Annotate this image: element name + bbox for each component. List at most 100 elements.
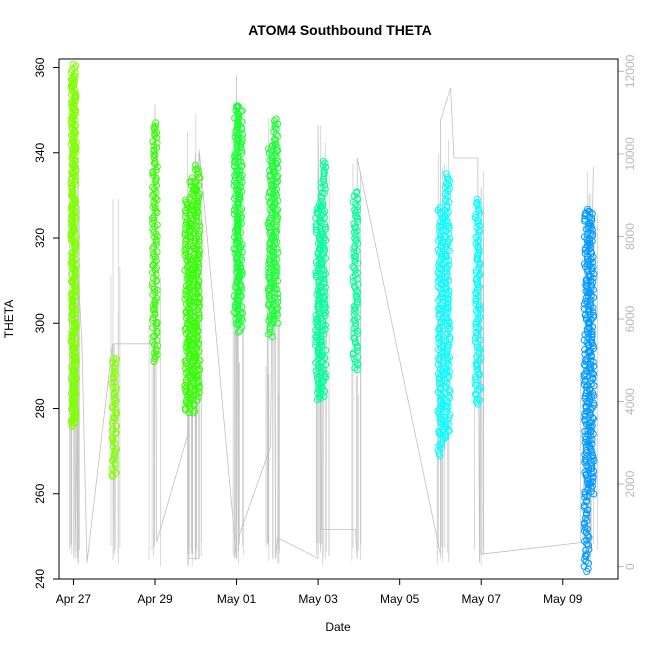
data-point (237, 212, 245, 220)
data-point (472, 295, 480, 303)
data-point (314, 389, 322, 397)
data-point (273, 160, 281, 168)
data-point (588, 422, 596, 430)
data-point (68, 422, 76, 429)
data-point (234, 119, 242, 127)
data-point (149, 138, 157, 145)
data-point (238, 107, 246, 115)
data-point (349, 273, 357, 281)
data-point (473, 281, 481, 289)
data-point (236, 327, 244, 334)
data-point (271, 236, 279, 244)
data-point (583, 568, 591, 575)
data-point (194, 209, 202, 217)
data-point (265, 218, 273, 226)
data-point (153, 319, 161, 326)
data-point (192, 351, 200, 359)
data-point (349, 263, 357, 270)
data-point (195, 264, 203, 272)
y-tick-label: 260 (33, 483, 47, 503)
data-point (270, 232, 278, 240)
data-point (587, 366, 595, 374)
data-point (151, 355, 159, 363)
data-point (444, 330, 452, 337)
data-point (316, 284, 324, 292)
data-point (473, 195, 481, 203)
data-point (580, 527, 588, 535)
data-point (350, 306, 358, 314)
data-point (70, 393, 78, 401)
data-point (234, 328, 242, 336)
data-point (585, 476, 592, 484)
data-point (320, 266, 328, 274)
data-point (70, 222, 77, 230)
data-point (588, 462, 596, 469)
data-point (350, 355, 358, 362)
data-point (69, 226, 77, 234)
data-point (436, 414, 444, 422)
data-point (109, 473, 117, 480)
x-tick-label: May 05 (380, 592, 420, 606)
data-point (321, 223, 329, 231)
data-point (581, 490, 589, 498)
data-point (149, 314, 157, 322)
data-point (474, 202, 482, 210)
data-point (237, 283, 245, 291)
data-point (317, 217, 325, 225)
data-point (317, 380, 325, 388)
data-point (318, 260, 326, 268)
data-point (186, 193, 194, 201)
chart-title: ATOM4 Southbound THETA (248, 22, 432, 38)
data-point (196, 174, 204, 182)
data-point (68, 302, 76, 310)
data-point (474, 400, 482, 408)
data-point (590, 370, 598, 378)
data-point (71, 377, 79, 385)
data-point (149, 301, 157, 309)
data-point (588, 328, 596, 336)
data-point (585, 545, 593, 553)
data-point (585, 398, 593, 406)
data-point (71, 203, 79, 211)
data-point (108, 427, 116, 435)
data-point (445, 291, 452, 299)
data-point (72, 357, 80, 365)
data-point (72, 375, 80, 383)
data-point (273, 238, 281, 246)
data-point (434, 283, 442, 291)
data-point (194, 393, 202, 401)
data-point (152, 194, 159, 202)
data-point (473, 279, 481, 286)
data-point (588, 333, 596, 341)
data-point (589, 304, 597, 312)
x-tick-label: May 01 (217, 592, 257, 606)
data-point (444, 173, 452, 181)
data-point (69, 217, 76, 225)
data-point (272, 180, 280, 188)
data-point (585, 305, 593, 313)
data-point (320, 392, 328, 400)
data-series-2 (149, 119, 204, 417)
data-point (437, 223, 445, 231)
data-point (352, 237, 360, 245)
secondary-series-layer (69, 75, 598, 567)
data-point (590, 490, 598, 498)
data-point (443, 269, 451, 277)
data-point (274, 294, 282, 302)
data-points-layer (67, 60, 598, 575)
data-point (186, 219, 194, 227)
data-point (271, 136, 279, 144)
data-point (195, 194, 203, 202)
data-point (266, 328, 274, 336)
data-point (442, 306, 450, 314)
data-point (239, 131, 246, 139)
data-point (354, 259, 362, 267)
data-point (581, 493, 589, 501)
data-point (272, 301, 280, 309)
data-point (439, 299, 447, 307)
data-point (313, 315, 320, 323)
data-point (318, 390, 326, 398)
data-point (183, 275, 191, 283)
data-point (193, 222, 200, 230)
data-point (187, 394, 195, 402)
